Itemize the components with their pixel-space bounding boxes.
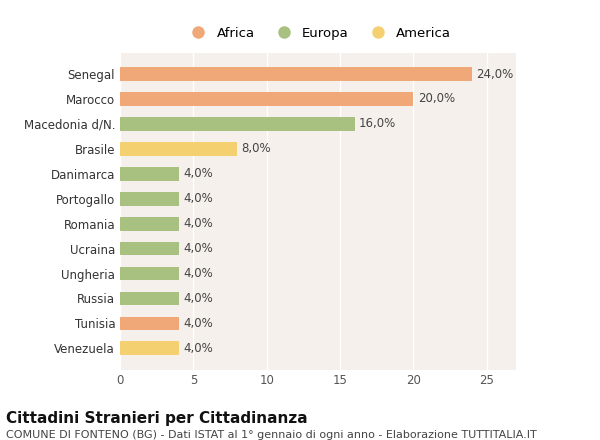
Bar <box>120 92 413 106</box>
Text: 4,0%: 4,0% <box>183 192 213 205</box>
Bar <box>120 167 179 181</box>
Bar <box>120 142 238 156</box>
Text: 4,0%: 4,0% <box>183 342 213 355</box>
Bar <box>120 341 179 355</box>
Text: Cittadini Stranieri per Cittadinanza: Cittadini Stranieri per Cittadinanza <box>6 411 308 426</box>
Bar <box>120 267 179 280</box>
Text: 8,0%: 8,0% <box>242 143 271 155</box>
Text: 4,0%: 4,0% <box>183 267 213 280</box>
Text: 4,0%: 4,0% <box>183 217 213 230</box>
Text: 16,0%: 16,0% <box>359 117 397 130</box>
Text: 4,0%: 4,0% <box>183 317 213 330</box>
Text: COMUNE DI FONTENO (BG) - Dati ISTAT al 1° gennaio di ogni anno - Elaborazione TU: COMUNE DI FONTENO (BG) - Dati ISTAT al 1… <box>6 430 537 440</box>
Text: 24,0%: 24,0% <box>476 68 514 81</box>
Text: 4,0%: 4,0% <box>183 167 213 180</box>
Bar <box>120 67 472 81</box>
Text: 4,0%: 4,0% <box>183 292 213 305</box>
Legend: Africa, Europa, America: Africa, Europa, America <box>179 22 457 45</box>
Bar <box>120 192 179 205</box>
Text: 20,0%: 20,0% <box>418 92 455 106</box>
Bar <box>120 316 179 330</box>
Bar <box>120 117 355 131</box>
Text: 4,0%: 4,0% <box>183 242 213 255</box>
Bar <box>120 217 179 231</box>
Bar <box>120 292 179 305</box>
Bar <box>120 242 179 256</box>
